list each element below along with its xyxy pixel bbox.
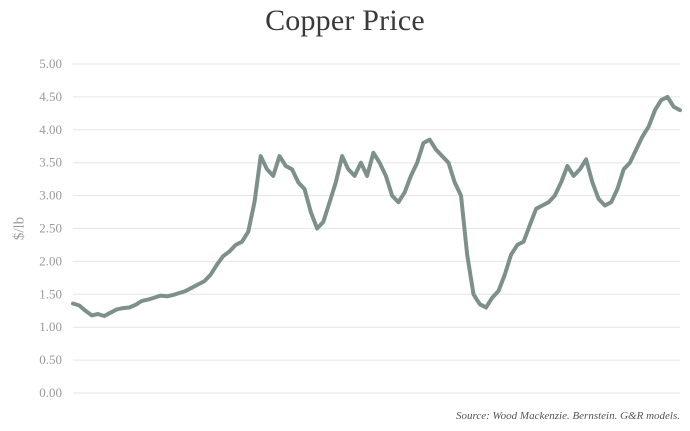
y-tick-label: 2.50	[39, 221, 62, 236]
y-tick-label: 2.00	[39, 253, 62, 268]
y-tick-label: 0.50	[39, 352, 62, 367]
series-lines	[71, 94, 682, 318]
y-tick-label: 0.00	[39, 385, 62, 400]
y-tick-labels: 0.00 0.50 1.00 1.50 2.00 2.50 3.00 3.50 4.00 4.50…	[39, 56, 62, 400]
y-tick-label: 1.50	[39, 286, 62, 301]
y-tick-label: 4.50	[39, 89, 62, 104]
chart-title: Copper Price	[265, 4, 425, 37]
y-tick-label: 4.00	[39, 122, 62, 137]
y-tick-label: 5.00	[39, 56, 62, 71]
gridlines	[73, 63, 680, 394]
source-note: Source: Wood Mackenzie. Bernstein. G&R m…	[455, 410, 680, 422]
y-tick-label: 3.00	[39, 188, 62, 203]
series-line	[71, 94, 682, 318]
y-tick-label: 3.50	[39, 155, 62, 170]
y-tick-label: 1.00	[39, 319, 62, 334]
